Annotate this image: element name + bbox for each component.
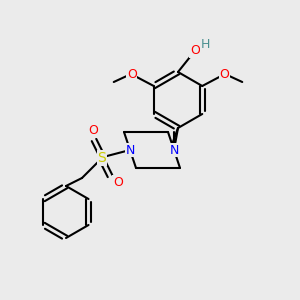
Text: O: O <box>219 68 229 80</box>
Text: H: H <box>200 38 210 50</box>
Text: N: N <box>125 143 135 157</box>
Text: O: O <box>88 124 98 137</box>
Text: O: O <box>127 68 137 80</box>
Text: O: O <box>190 44 200 58</box>
Text: O: O <box>113 176 123 188</box>
Text: S: S <box>98 151 106 165</box>
Text: N: N <box>169 143 179 157</box>
